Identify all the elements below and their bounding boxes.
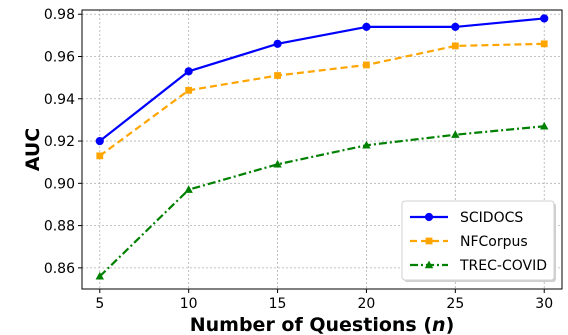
legend: SCIDOCS NFCorpus TREC-COVID bbox=[401, 200, 556, 282]
series-line-trec-covid bbox=[99, 125, 545, 278]
y-tick-label: 0.94 bbox=[44, 92, 75, 108]
data-point-trec-covid bbox=[184, 185, 193, 193]
series-trec-covid bbox=[95, 121, 549, 280]
data-point-scidocs bbox=[184, 67, 193, 76]
y-tick-label: 0.90 bbox=[44, 176, 75, 192]
x-axis-title-close: ) bbox=[446, 314, 455, 335]
data-point-trec-covid bbox=[451, 130, 460, 138]
data-point-nfcorpus bbox=[363, 61, 370, 69]
legend-label-nfcorpus: NFCorpus bbox=[460, 234, 528, 250]
legend-label-scidocs: SCIDOCS bbox=[460, 210, 523, 226]
data-point-scidocs bbox=[362, 22, 371, 32]
x-axis-title-variable: n bbox=[432, 314, 446, 335]
series-scidocs bbox=[95, 14, 549, 146]
data-point-nfcorpus bbox=[274, 72, 281, 79]
data-point-nfcorpus bbox=[185, 86, 193, 94]
axis-ticks: 5 10 15 20 25 30 0.86 0.88 0.90 0.92 0.94 0.96 0.98 bbox=[44, 7, 553, 312]
data-point-scidocs bbox=[273, 39, 282, 48]
series-nfcorpus bbox=[96, 40, 548, 160]
y-tick-label: 0.96 bbox=[44, 50, 75, 66]
x-tick-label: 5 bbox=[95, 296, 104, 312]
legend-box bbox=[401, 200, 555, 281]
data-point-trec-covid bbox=[362, 140, 371, 149]
y-axis-title: AUC bbox=[22, 128, 44, 172]
legend-label-trec-covid: TREC-COVID bbox=[459, 258, 547, 274]
series-layer bbox=[95, 14, 549, 280]
data-point-nfcorpus bbox=[96, 152, 104, 160]
data-point-nfcorpus bbox=[451, 42, 459, 50]
plot-frame bbox=[81, 9, 563, 290]
series-line-scidocs bbox=[99, 17, 545, 142]
data-point-trec-covid bbox=[540, 121, 549, 130]
data-point-trec-covid bbox=[273, 159, 282, 168]
x-tick-label: 25 bbox=[446, 296, 464, 312]
series-line-nfcorpus bbox=[99, 42, 545, 157]
data-point-scidocs bbox=[451, 22, 460, 32]
x-tick-label: 20 bbox=[358, 296, 376, 312]
legend-marker-nfcorpus bbox=[425, 237, 433, 245]
x-tick-label: 10 bbox=[180, 296, 198, 312]
x-axis-title-main: Number of Questions ( bbox=[190, 314, 432, 335]
data-point-scidocs bbox=[95, 136, 104, 146]
data-point-scidocs bbox=[540, 14, 549, 23]
y-tick-label: 0.88 bbox=[44, 219, 75, 235]
y-tick-label: 0.98 bbox=[44, 7, 75, 23]
y-tick-label: 0.92 bbox=[44, 134, 75, 150]
legend-marker-scidocs bbox=[424, 212, 434, 222]
x-tick-label: 30 bbox=[535, 296, 553, 312]
data-point-trec-covid bbox=[95, 271, 104, 280]
y-tick-label: 0.86 bbox=[44, 261, 75, 277]
grid-lines bbox=[82, 10, 562, 289]
x-tick-label: 15 bbox=[269, 296, 287, 312]
legend-marker-trec-covid bbox=[424, 260, 434, 269]
x-axis-title: Number of Questions (n) bbox=[190, 314, 455, 335]
data-point-nfcorpus bbox=[540, 40, 548, 48]
